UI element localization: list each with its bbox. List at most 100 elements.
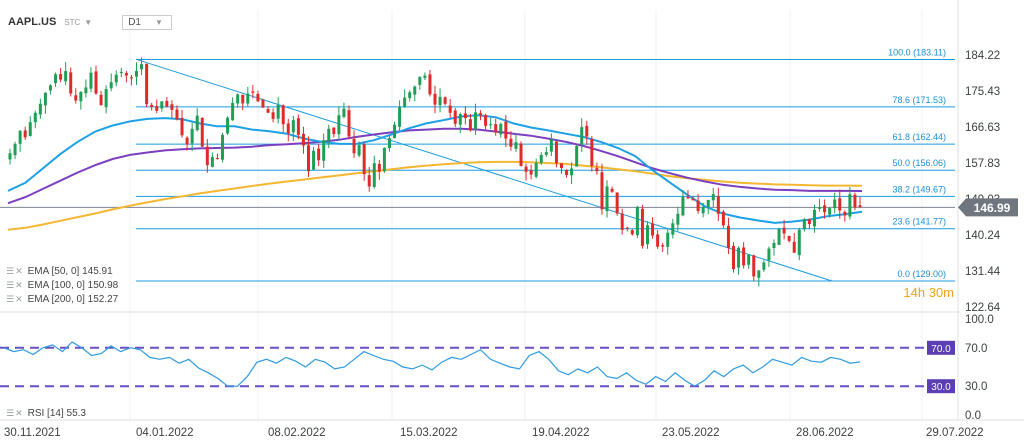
candle-body	[762, 262, 766, 270]
price-tick-label: 131.44	[965, 266, 1001, 278]
candle-body	[499, 123, 503, 135]
candle-body	[428, 74, 432, 95]
candle-body	[595, 168, 599, 172]
candle-body	[210, 156, 214, 167]
time-tick-label: 28.06.2022	[796, 427, 854, 439]
indicator-settings-icon[interactable]: ☰✕	[6, 280, 24, 290]
indicator-settings-icon[interactable]: ☰✕	[6, 266, 24, 276]
candle-body	[828, 208, 832, 215]
legend-rsi[interactable]: ☰✕ RSI [14] 55.3	[6, 408, 86, 419]
candle-body	[549, 139, 553, 152]
candle-body	[468, 119, 472, 131]
rsi-panel: 100.0 70.0 30.0 0.0 70.0 30.0	[0, 314, 994, 422]
time-axis: 30.11.2021 04.01.2022 08.02.2022 15.03.2022…	[4, 427, 984, 439]
legend-ema100-label: EMA [100, 0] 150.98	[27, 280, 119, 291]
candle-body	[296, 118, 300, 135]
candle-body	[362, 144, 366, 175]
fib-level-label: 0.0 (129.00)	[897, 269, 946, 279]
price-tick-label: 157.83	[965, 158, 1000, 170]
candle-body	[519, 143, 523, 166]
candle-body	[640, 208, 644, 246]
candle-body	[802, 219, 806, 230]
candle-body	[301, 133, 305, 146]
candle-body	[742, 247, 746, 266]
candle-body	[787, 235, 791, 241]
legend-ema200-label: EMA [200, 0] 152.27	[27, 294, 119, 305]
candle-body	[393, 124, 397, 139]
candle-body	[838, 198, 842, 211]
candle-body	[307, 145, 311, 172]
candle-body	[170, 104, 174, 110]
legend-ema50[interactable]: ☰✕ EMA [50, 0] 145.91	[6, 266, 113, 277]
indicator-settings-icon[interactable]: ☰✕	[6, 294, 24, 304]
candle-countdown: 14h 30m	[903, 285, 954, 300]
candle-body	[195, 115, 199, 131]
ema-lines	[7, 114, 863, 231]
candle-body	[398, 107, 402, 127]
candle-body	[175, 109, 179, 120]
fib-level-label: 78.6 (171.53)	[892, 95, 946, 105]
indicator-settings-icon[interactable]: ☰✕	[6, 408, 24, 418]
current-price-label: 146.99	[974, 201, 1011, 215]
candle-body	[737, 247, 741, 268]
candle-body	[726, 225, 730, 248]
rsi-level-badge-label: 30.0	[931, 382, 951, 393]
candle-body	[236, 94, 240, 104]
timeframe-select[interactable]: D1 ▼	[122, 14, 172, 30]
candle-body	[853, 194, 857, 208]
price-tick-label: 184.22	[965, 50, 1000, 62]
candle-body	[620, 213, 624, 230]
fibonacci-retracement[interactable]: 100.0 (183.11) 78.6 (171.53) 61.8 (162.44)…	[136, 48, 955, 282]
candle-body	[711, 194, 715, 201]
candle-body	[221, 134, 224, 160]
candle-body	[43, 92, 47, 106]
candle-body	[124, 73, 128, 76]
symbol-label[interactable]: AAPL.US	[8, 16, 57, 28]
candle-body	[747, 254, 751, 265]
candle-body	[129, 77, 133, 79]
candle-body	[752, 255, 756, 277]
candle-body	[231, 102, 235, 121]
legend-ema100[interactable]: ☰✕ EMA [100, 0] 150.98	[6, 280, 118, 291]
candle-body	[473, 112, 477, 130]
candle-body	[387, 138, 391, 149]
candle-body	[782, 227, 786, 234]
candle-body	[767, 248, 771, 261]
candle-body	[109, 82, 113, 89]
legend-ema200[interactable]: ☰✕ EMA [200, 0] 152.27	[6, 294, 118, 305]
legend-rsi-label: RSI [14] 55.3	[27, 408, 86, 419]
candle-body	[413, 86, 417, 95]
price-tick-label: 140.24	[965, 230, 1001, 242]
candle-body	[266, 109, 270, 113]
candle-body	[721, 211, 725, 226]
timeframe-value: D1	[128, 16, 141, 28]
candle-body	[565, 169, 569, 175]
candle-body	[134, 71, 138, 77]
candle-body	[246, 93, 250, 104]
candle-body	[777, 229, 781, 245]
candle-body	[585, 125, 589, 137]
grid-lines	[0, 0, 1024, 421]
candle-body	[423, 75, 427, 78]
candle-body	[559, 163, 563, 169]
candle-body	[732, 246, 736, 270]
time-tick-label: 30.11.2021	[4, 427, 61, 439]
time-tick-label: 23.05.2022	[662, 427, 720, 439]
candle-body	[104, 89, 108, 108]
ema200-line	[7, 160, 863, 231]
candle-body	[8, 153, 12, 160]
candle-body	[757, 270, 761, 278]
candle-body	[615, 192, 619, 214]
candle-body	[215, 158, 219, 160]
candle-body	[367, 175, 371, 187]
candle-body	[74, 95, 78, 101]
candle-body	[818, 207, 822, 209]
candle-body	[261, 99, 265, 108]
candle-body	[524, 166, 528, 172]
rsi-level-badge-label: 70.0	[931, 344, 951, 355]
chevron-down-icon[interactable]: ▼	[84, 17, 93, 27]
candle-body	[94, 71, 98, 94]
ema50-line	[7, 114, 863, 224]
candle-body	[458, 114, 462, 125]
